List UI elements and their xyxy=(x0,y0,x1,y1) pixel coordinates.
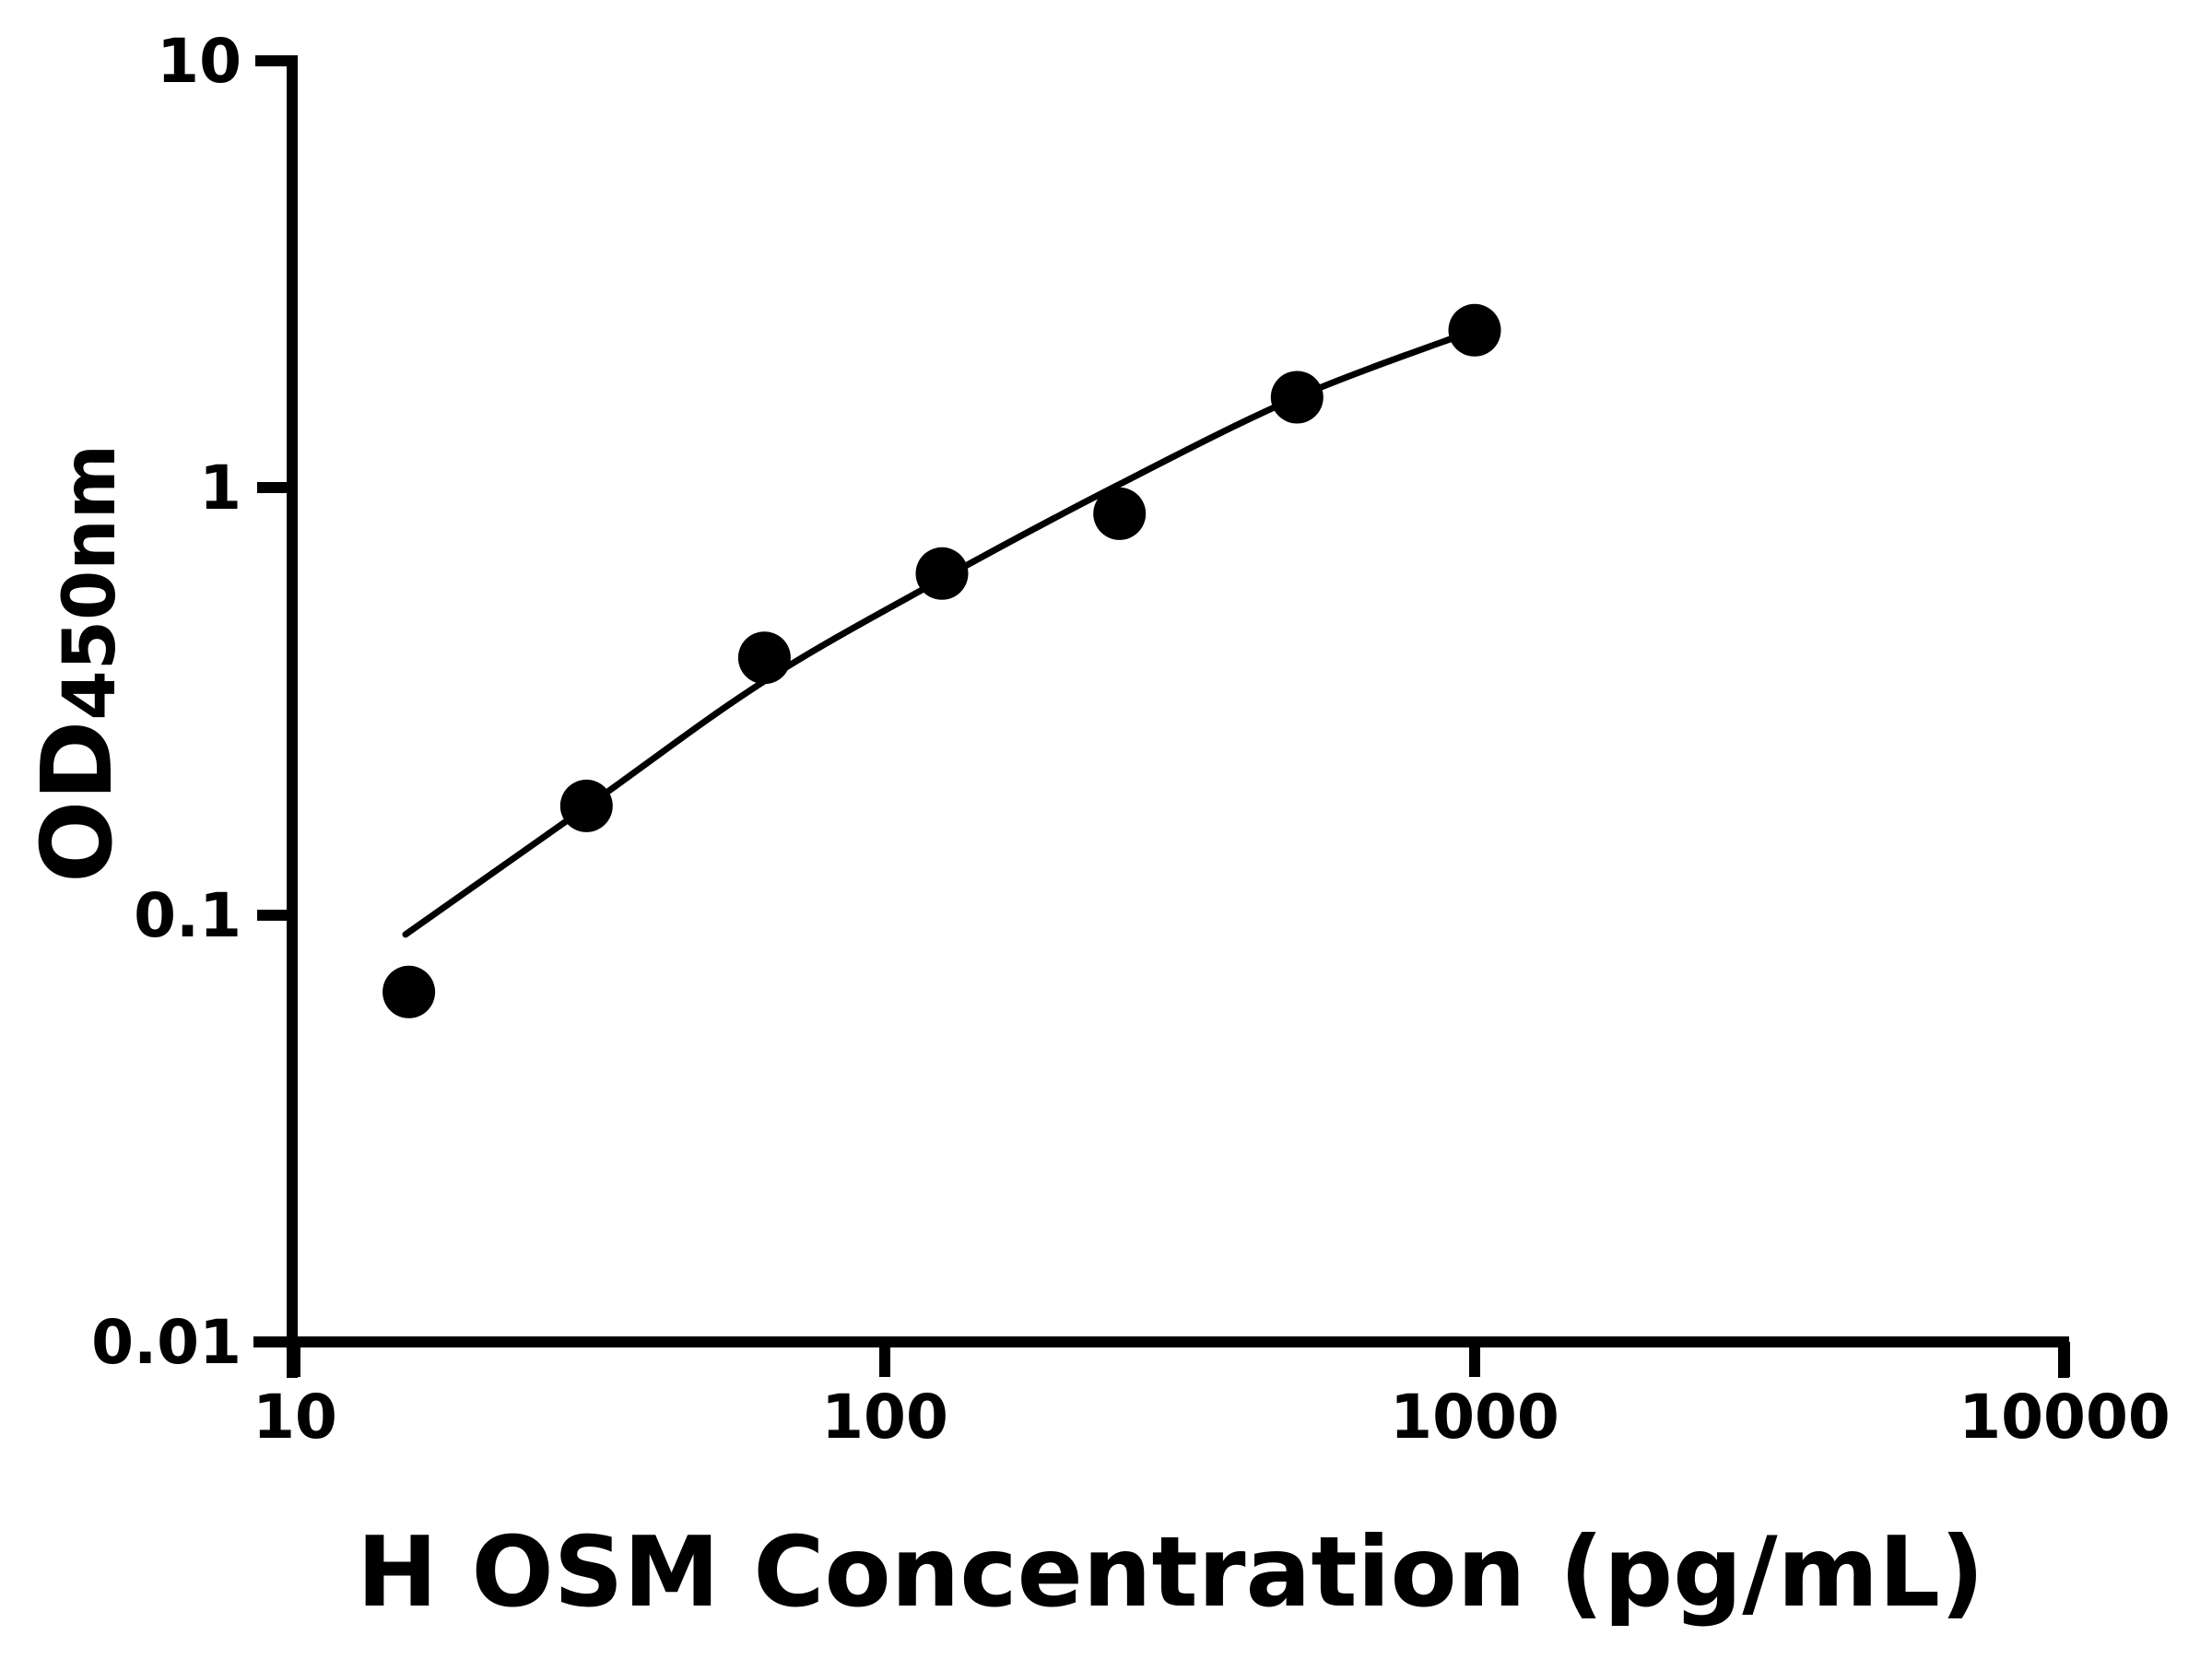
y-tick-label-1: 1 xyxy=(199,453,241,524)
standard-curve-fit xyxy=(402,326,1478,938)
y-tick-label-0.1: 0.1 xyxy=(134,880,241,951)
data-point-5 xyxy=(1093,487,1147,540)
data-point-4 xyxy=(915,547,969,600)
x-tick-label-1000: 1000 xyxy=(1390,1382,1559,1453)
y-axis-title-main: OD xyxy=(21,721,134,883)
x-axis-line xyxy=(253,1336,2069,1378)
data-point-1 xyxy=(382,965,436,1018)
x-axis-title: H OSM Concentration (pg/mL) xyxy=(357,1516,1984,1629)
x-tick-label-100: 100 xyxy=(821,1382,948,1453)
data-point-3 xyxy=(737,631,791,685)
y-axis-title: OD450nm xyxy=(21,444,134,883)
data-point-2 xyxy=(559,779,613,832)
data-layer xyxy=(382,303,1501,1018)
y-axis-line xyxy=(255,55,298,1378)
y-axis-title-sub: 450nm xyxy=(49,444,132,721)
x-tick-label-10: 10 xyxy=(253,1382,337,1453)
data-point-6 xyxy=(1270,371,1324,424)
y-tick-label-0.01: 0.01 xyxy=(91,1307,241,1378)
y-tick-label-10: 10 xyxy=(157,26,241,97)
x-tick-label-10000: 10000 xyxy=(1959,1382,2171,1453)
data-point-7 xyxy=(1448,303,1501,357)
